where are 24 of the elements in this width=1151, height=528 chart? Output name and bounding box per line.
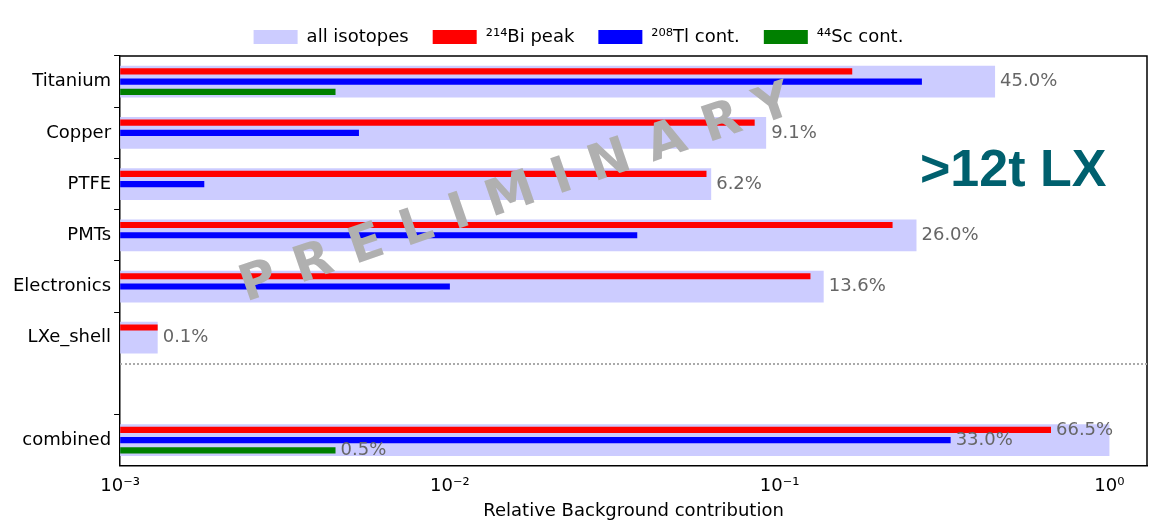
data-label: 33.0% [955,427,1013,449]
y-tick-label: Titanium [31,69,112,91]
legend-label: ²⁰⁸Tl cont. [651,24,740,46]
data-label: 66.5% [1056,417,1114,439]
data-label: 0.1% [162,325,209,347]
x-tick-label: 10⁻¹ [759,474,800,496]
y-tick-label: PMTs [67,222,112,244]
x-axis-title: Relative Background contribution [483,498,784,520]
data-label: 45.0% [1000,69,1058,91]
x-tick-label: 10⁰ [1094,474,1125,496]
data-label: 13.6% [828,274,886,296]
y-tick-label: combined [22,427,112,449]
legend-label: ⁴⁴Sc cont. [816,24,904,46]
y-tick-label: Copper [46,120,112,142]
y-tick-label: PTFE [67,171,112,193]
data-label: 0.5% [340,438,387,460]
x-tick-label: 10⁻² [430,474,470,496]
y-tick-label: Electronics [12,274,112,296]
x-tick-label: 10⁻³ [100,474,140,496]
legend-label: ²¹⁴Bi peak [485,24,575,46]
legend-label: all isotopes [306,24,409,46]
y-tick-label: LXe_shell [27,325,112,348]
annotation: >12t LX [920,138,1107,198]
data-label: 26.0% [921,222,979,244]
